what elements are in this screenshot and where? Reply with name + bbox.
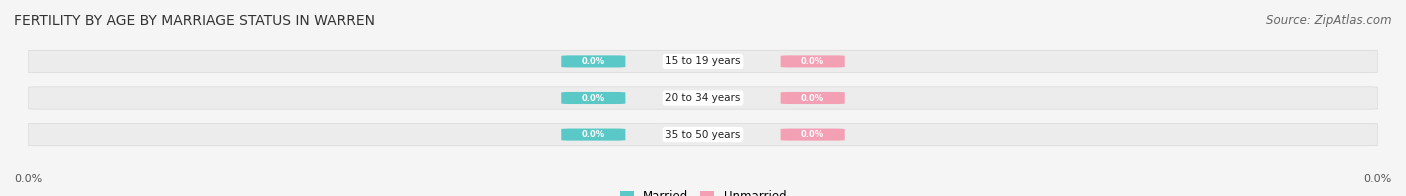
FancyBboxPatch shape: [28, 50, 1378, 73]
FancyBboxPatch shape: [561, 92, 626, 104]
FancyBboxPatch shape: [28, 87, 1378, 109]
Text: 0.0%: 0.0%: [1364, 174, 1392, 184]
FancyBboxPatch shape: [561, 55, 626, 67]
Text: 0.0%: 0.0%: [582, 93, 605, 103]
Text: FERTILITY BY AGE BY MARRIAGE STATUS IN WARREN: FERTILITY BY AGE BY MARRIAGE STATUS IN W…: [14, 14, 375, 28]
Text: 35 to 50 years: 35 to 50 years: [665, 130, 741, 140]
Text: 0.0%: 0.0%: [801, 130, 824, 139]
FancyBboxPatch shape: [780, 92, 845, 104]
Text: 0.0%: 0.0%: [801, 93, 824, 103]
FancyBboxPatch shape: [28, 123, 1378, 146]
Text: 15 to 19 years: 15 to 19 years: [665, 56, 741, 66]
FancyBboxPatch shape: [780, 129, 845, 141]
Text: 0.0%: 0.0%: [582, 57, 605, 66]
Legend: Married, Unmarried: Married, Unmarried: [614, 185, 792, 196]
Text: Source: ZipAtlas.com: Source: ZipAtlas.com: [1267, 14, 1392, 27]
FancyBboxPatch shape: [561, 129, 626, 141]
Text: 0.0%: 0.0%: [801, 57, 824, 66]
Text: 0.0%: 0.0%: [14, 174, 42, 184]
FancyBboxPatch shape: [780, 55, 845, 67]
Text: 0.0%: 0.0%: [582, 130, 605, 139]
Text: 20 to 34 years: 20 to 34 years: [665, 93, 741, 103]
